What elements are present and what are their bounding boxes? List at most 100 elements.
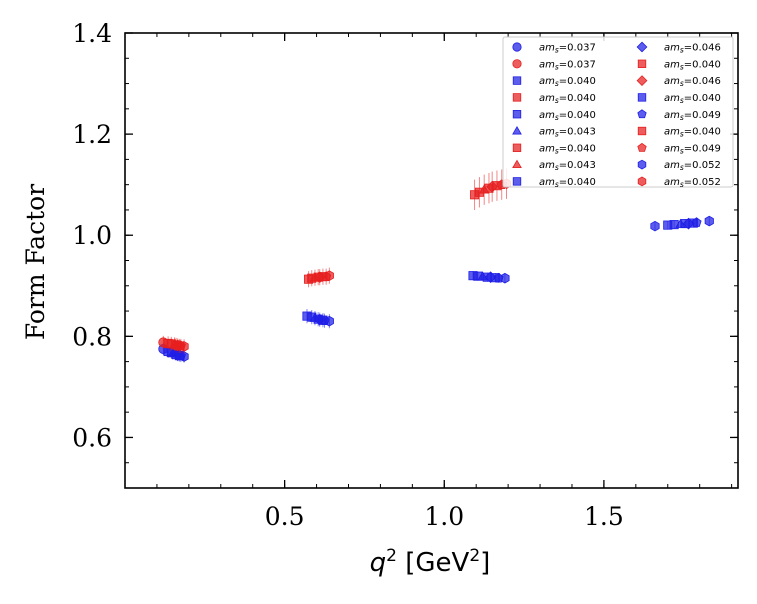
data-point [650, 220, 660, 232]
legend-label-prefix: am [539, 43, 555, 54]
legend-label-sub: s [555, 46, 559, 55]
legend-label-value: =0.040 [559, 143, 596, 154]
x-title-part: [GeV [397, 548, 470, 578]
y-tick-label: 1.0 [72, 221, 112, 250]
legend-label-prefix: am [664, 43, 680, 54]
legend-label-value: =0.040 [559, 110, 596, 121]
legend-label: ams=0.046 [664, 76, 721, 88]
legend-marker [512, 110, 522, 119]
y-tick-label: 1.2 [72, 120, 112, 149]
legend-label-sub: s [555, 130, 559, 139]
series-14 [174, 170, 502, 354]
legend-label-prefix: am [664, 93, 680, 104]
legend-label-sub: s [680, 130, 684, 139]
series-8 [171, 219, 690, 361]
legend-marker [512, 143, 522, 152]
legend-label-sub: s [680, 180, 684, 189]
legend-label-prefix: am [539, 143, 555, 154]
legend-label-sub: s [555, 163, 559, 172]
x-title-part: 2 [469, 546, 480, 566]
legend-label: ams=0.040 [664, 93, 721, 105]
legend-label-value: =0.052 [684, 177, 721, 188]
legend-label-value: =0.040 [559, 93, 596, 104]
legend-label-prefix: am [664, 143, 680, 154]
series-5 [167, 218, 686, 360]
legend-label-prefix: am [664, 160, 680, 171]
legend-label-value: =0.043 [559, 127, 596, 138]
legend-label: ams=0.040 [539, 93, 596, 105]
legend-label-sub: s [680, 146, 684, 155]
legend-marker [637, 59, 647, 68]
legend-label-prefix: am [664, 110, 680, 121]
data-point [179, 351, 189, 362]
legend-label: ams=0.049 [664, 143, 721, 155]
x-title-part: ] [480, 548, 490, 578]
legend-label-value: =0.049 [684, 110, 721, 121]
series-10 [171, 173, 494, 353]
axes-layer: 0.6 0.8 1.0 1.2 1.4 0.5 1.0 1.5 [72, 19, 739, 531]
series-15 [175, 169, 507, 354]
legend-label-prefix: am [539, 59, 555, 70]
series-9 [171, 217, 695, 362]
legend-label-value: =0.040 [684, 127, 721, 138]
legend-label-sub: s [555, 180, 559, 189]
legend-label: ams=0.040 [539, 143, 596, 155]
data-point [704, 215, 714, 227]
legend-label-sub: s [555, 146, 559, 155]
legend-label-sub: s [680, 163, 684, 172]
x-tick-label: 1.0 [424, 502, 464, 531]
legend-label: ams=0.040 [539, 177, 596, 189]
series-2 [163, 220, 673, 358]
legend-label-value: =0.043 [559, 160, 596, 171]
legend-label: ams=0.043 [539, 160, 596, 172]
series-16 [179, 215, 714, 363]
legend-marker [512, 177, 522, 186]
legend-label-sub: s [680, 96, 684, 105]
legend-label-value: =0.046 [684, 43, 721, 54]
legend-label: ams=0.040 [664, 59, 721, 71]
legend-marker [512, 76, 522, 85]
x-title-part: q [370, 548, 387, 578]
data-point [691, 217, 702, 227]
legend-marker [512, 126, 522, 135]
legend-label-value: =0.037 [559, 59, 596, 70]
legend-marker [637, 109, 647, 119]
legend-label-prefix: am [539, 160, 555, 171]
data-point [179, 341, 189, 352]
legend-label-value: =0.049 [684, 143, 721, 154]
y-tick-label: 0.6 [72, 423, 112, 452]
data-point [324, 270, 334, 281]
legend-box [502, 36, 734, 188]
legend-label-prefix: am [664, 76, 680, 87]
data-layer [158, 168, 714, 363]
legend-label-sub: s [555, 79, 559, 88]
legend-marker [637, 126, 647, 136]
legend-label-prefix: am [539, 177, 555, 188]
legend-label-prefix: am [539, 76, 555, 87]
legend-label-value: =0.040 [684, 59, 721, 70]
y-tick-label: 1.4 [72, 19, 112, 48]
legend-label-value: =0.040 [559, 177, 596, 188]
legend-label: ams=0.046 [664, 43, 721, 55]
series-17 [179, 168, 512, 354]
series-13 [175, 217, 702, 363]
data-point [500, 272, 510, 284]
legend-label-value: =0.052 [684, 160, 721, 171]
legend-label-value: =0.040 [684, 93, 721, 104]
legend-label: ams=0.037 [539, 59, 596, 71]
legend-marker [512, 42, 522, 52]
legend-label-prefix: am [539, 93, 555, 104]
legend-label-sub: s [680, 46, 684, 55]
legend-label-value: =0.037 [559, 43, 596, 54]
legend-label: ams=0.040 [539, 110, 596, 122]
data-point [324, 315, 334, 327]
legend-label: ams=0.052 [664, 177, 721, 189]
legend: ams=0.037ams=0.037ams=0.040ams=0.040ams=… [502, 36, 734, 189]
legend-label-sub: s [680, 113, 684, 122]
legend-marker [636, 41, 648, 53]
legend-label: ams=0.052 [664, 160, 721, 172]
legend-marker [637, 176, 647, 187]
legend-label: ams=0.043 [539, 127, 596, 139]
